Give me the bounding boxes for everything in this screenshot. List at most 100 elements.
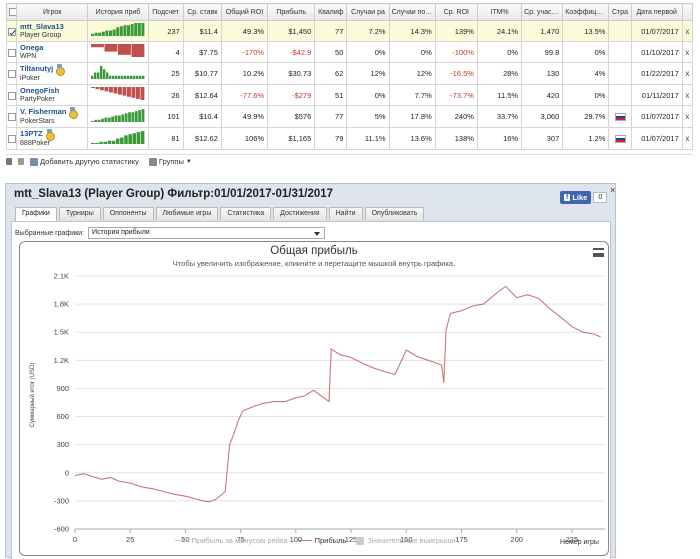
country-cell (608, 105, 632, 128)
player-name-cell[interactable]: OnegoFish PartyPoker (16, 84, 89, 106)
row-select-cell[interactable] (5, 105, 18, 128)
row-select-cell[interactable] (5, 20, 18, 42)
row-select-cell[interactable] (5, 127, 18, 150)
legend-item-big-wins[interactable]: Значительные выигрыши (356, 536, 455, 545)
copy-icon[interactable] (18, 158, 26, 165)
delete-cell[interactable]: x (681, 62, 694, 85)
tab-opponents[interactable]: Оппоненты (102, 207, 154, 220)
table-row[interactable]: Tiltanutyj iPoker 25 $10.77 10.2% $30.73 62 12%… (5, 62, 694, 85)
table-row[interactable]: 13PTZ 888Poker 81 $12.62 106% $1,165 79 11.1% 13… (5, 127, 694, 150)
groups-button[interactable]: Группы ▼ (148, 157, 192, 166)
delete-row-icon[interactable]: x (685, 47, 690, 57)
col-header[interactable]: Коэффициен (562, 3, 610, 21)
delete-row-icon[interactable]: x (685, 69, 690, 78)
country-cell (608, 62, 632, 85)
delete-cell[interactable]: x (681, 105, 694, 128)
profit-history-cell (87, 20, 149, 42)
col-header[interactable]: Прибыль (267, 3, 316, 21)
delete-row-icon[interactable]: x (685, 134, 690, 143)
player-name[interactable]: Onega (20, 43, 44, 52)
col-header[interactable]: Ср. участни (521, 3, 564, 21)
legend-item-profit[interactable]: Прибыль (297, 536, 346, 545)
col-header[interactable]: Стра (608, 3, 632, 21)
tab-statistics[interactable]: Статистика (220, 207, 272, 220)
player-name[interactable]: mtt_Slava13 (20, 22, 64, 31)
delete-cell[interactable]: x (681, 41, 694, 63)
row-select-cell[interactable] (5, 62, 18, 85)
table-row[interactable]: V. Fisherman PokerStars 101 $10.4 49.9% $576 7… (5, 105, 694, 128)
delete-row-icon[interactable]: x (685, 26, 690, 36)
profit-chart[interactable]: Общая прибыль Чтобы увеличить изображени… (19, 241, 609, 556)
tab-publish[interactable]: Опубликовать (364, 207, 425, 220)
select-all-header[interactable] (5, 3, 18, 21)
col-header[interactable]: История приб (87, 3, 149, 21)
player-name[interactable]: OnegoFish (20, 86, 60, 95)
row-checkbox[interactable] (7, 135, 16, 143)
cell-avg-roi: 139% (434, 20, 478, 42)
legend-line-icon (174, 540, 189, 541)
player-name-cell[interactable]: 13PTZ 888Poker (16, 127, 89, 150)
tab-tournaments[interactable]: Турниры (58, 207, 101, 220)
cell-late: 7.7% (388, 84, 436, 106)
player-name-cell[interactable]: Tiltanutyj iPoker (16, 62, 89, 85)
profit-series-line (74, 285, 601, 503)
col-header[interactable]: Случаи поздне (388, 3, 436, 21)
delete-row-icon[interactable]: x (685, 112, 690, 121)
facebook-like[interactable]: f Like 0 (560, 190, 608, 204)
player-name-cell[interactable]: mtt_Slava13 Player Group (16, 20, 89, 42)
col-header[interactable]: Дата первой (630, 3, 683, 21)
delete-row-icon[interactable]: x (685, 90, 690, 100)
row-checkbox[interactable] (7, 70, 16, 78)
player-room: 888Poker (20, 140, 50, 147)
col-header[interactable]: Ср. ROI (434, 3, 478, 21)
tab-charts[interactable]: Графики (15, 207, 57, 221)
cell-qual: 62 (314, 62, 348, 85)
table-row[interactable]: Onega WPN 4 $7.75 -170% -$42.9 50 0% 0% -100% 0% 99… (5, 41, 694, 63)
player-name-cell[interactable]: V. Fisherman PokerStars (16, 105, 89, 128)
add-stat-button[interactable]: Добавить другую статистику (30, 157, 139, 166)
player-name[interactable]: 13PTZ (20, 128, 43, 138)
trash-icon[interactable] (6, 158, 14, 165)
col-header[interactable]: ITM% (476, 3, 523, 21)
spark-bar (118, 87, 123, 95)
chart-select[interactable]: История прибыли (88, 227, 325, 239)
player-name[interactable]: V. Fisherman (20, 106, 67, 116)
x-tick-label: 225 (566, 535, 579, 544)
y-tick-label: 600 (56, 412, 69, 421)
row-checkbox[interactable] (7, 48, 16, 57)
row-checkbox[interactable] (7, 27, 16, 36)
cell-avg-buyin: $12.64 (182, 84, 222, 106)
player-name[interactable]: Tiltanutyj (20, 63, 54, 73)
spark-bar (112, 75, 115, 79)
cell-count: 25 (147, 62, 184, 85)
col-header[interactable]: Квалиф (314, 3, 348, 21)
row-checkbox[interactable] (7, 91, 16, 100)
cell-qual: 77 (314, 20, 348, 42)
delete-cell[interactable]: x (681, 127, 694, 150)
select-all-checkbox[interactable] (9, 8, 16, 16)
col-header[interactable]: Игрок (16, 3, 89, 21)
delete-cell[interactable]: x (681, 84, 694, 106)
col-header[interactable]: Случаи ра (346, 3, 390, 21)
table-row[interactable]: mtt_Slava13 Player Group 237 $11.4 49.3% $1,4… (5, 20, 694, 42)
col-header[interactable]: Подсчет (147, 3, 184, 21)
col-header[interactable]: Ср. ставк (182, 3, 222, 21)
close-icon[interactable]: × (610, 185, 616, 195)
tab-find[interactable]: Найти (328, 207, 363, 220)
row-select-cell[interactable] (5, 84, 18, 106)
spark-bar (116, 27, 120, 36)
row-checkbox[interactable] (7, 113, 16, 121)
legend-item-net[interactable]: Прибыль за минусом рейка (174, 536, 288, 545)
row-select-cell[interactable] (5, 41, 18, 63)
tab-favorite-games[interactable]: Любимые игры (155, 207, 219, 220)
chart-menu-icon[interactable] (593, 248, 604, 257)
spark-bar (91, 33, 95, 36)
cell-count: 81 (147, 127, 184, 150)
table-row[interactable]: OnegoFish PartyPoker 26 $12.64 -77.6% -$279 51… (5, 84, 694, 106)
player-name-cell[interactable]: Onega WPN (16, 41, 89, 63)
tab-achievements[interactable]: Достижения (273, 207, 327, 220)
delete-cell[interactable]: x (681, 20, 694, 42)
col-header[interactable]: Общий ROI (220, 3, 269, 21)
spark-bar (120, 26, 124, 36)
fb-like-button[interactable]: f Like (560, 190, 592, 204)
